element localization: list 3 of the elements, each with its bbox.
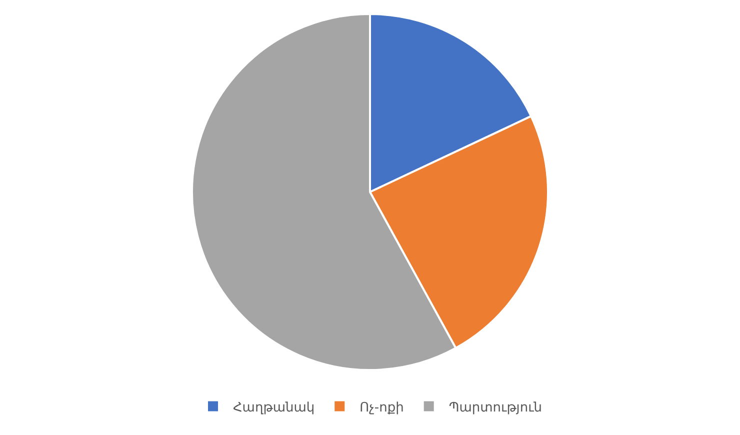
legend-label: Հաղթանակ (233, 400, 315, 416)
legend-label: Պարտություն (448, 400, 542, 416)
legend-label: Ոչ-ոքի (360, 400, 404, 416)
